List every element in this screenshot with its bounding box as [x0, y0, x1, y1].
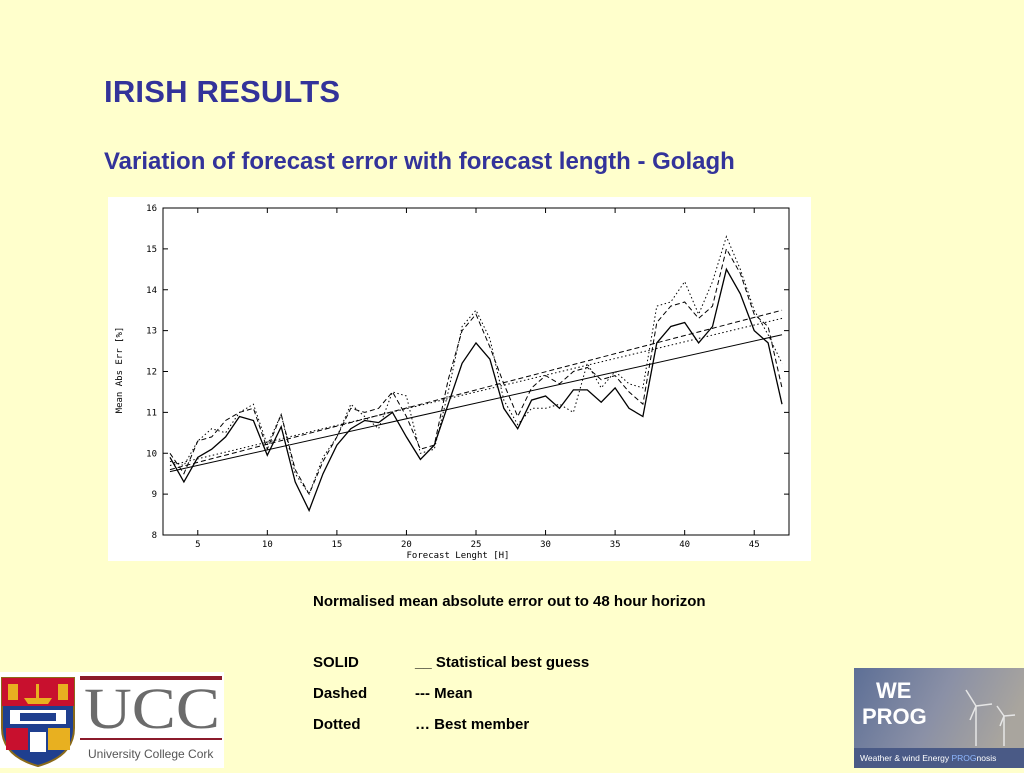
x-tick-label: 15	[331, 540, 342, 550]
y-tick-label: 8	[152, 531, 157, 541]
x-tick-label: 10	[262, 540, 273, 550]
x-tick-label: 40	[679, 540, 690, 550]
slide-title: IRISH RESULTS	[104, 74, 341, 109]
y-tick-label: 15	[146, 245, 157, 255]
legend-key: Dashed	[313, 685, 368, 702]
plot-frame	[162, 207, 790, 536]
y-axis-label: Mean Abs Err [%]	[115, 327, 125, 414]
x-tick-label: 35	[610, 540, 621, 550]
x-tick-label: 25	[471, 540, 482, 550]
ucc-crest-icon	[1, 677, 75, 768]
y-tick-label: 12	[146, 368, 157, 378]
trend-line-dashed	[169, 309, 783, 471]
weprog-line1: WE	[876, 678, 911, 703]
series-line-dotted	[169, 235, 783, 496]
y-tick-label: 14	[146, 286, 157, 296]
ucc-name: University College Cork	[88, 747, 214, 761]
chart-caption: Normalised mean absolute error out to 48…	[313, 593, 706, 610]
wind-turbine-icon	[965, 689, 1016, 746]
x-tick-label: 5	[195, 540, 200, 550]
legend-desc: --- Mean	[415, 685, 473, 702]
ucc-logo: UCC University College Cork	[0, 672, 224, 768]
x-tick-label: 30	[540, 540, 551, 550]
legend-key: SOLID	[313, 654, 359, 671]
x-tick-label: 45	[749, 540, 760, 550]
legend-desc: __ Statistical best guess	[415, 654, 590, 671]
error-chart: 5 10 15 20 25 30 35 40 45 8 9 10 11 12 13 14 15 16 Foreca…	[115, 204, 790, 561]
legend-key: Dotted	[313, 716, 361, 733]
y-tick-label: 9	[152, 490, 157, 500]
chart-container: 5 10 15 20 25 30 35 40 45 8 9 10 11 12 13 14 15 16 Foreca…	[108, 197, 811, 561]
ucc-wordmark: UCC	[84, 676, 220, 741]
series-line-solid	[169, 267, 783, 513]
x-axis-label: Forecast Lenght [H]	[407, 551, 510, 561]
y-tick-label: 16	[146, 204, 157, 214]
slide-subtitle: Variation of forecast error with forecas…	[104, 148, 735, 175]
legend-desc: … Best member	[415, 716, 530, 733]
x-tick-label: 20	[401, 540, 412, 550]
weprog-line2: PROG	[862, 704, 927, 729]
weprog-tagline: Weather & wind Energy PROGnosis	[860, 753, 996, 763]
trend-line-solid	[169, 334, 783, 473]
series-line-dashed	[169, 247, 783, 496]
weprog-logo: WE PROG Weather & wind Energy PROGnosis	[854, 668, 1024, 768]
y-tick-label: 10	[146, 449, 157, 459]
trend-line-dotted	[169, 317, 783, 466]
y-tick-label: 11	[146, 408, 157, 418]
y-tick-label: 13	[146, 327, 157, 337]
